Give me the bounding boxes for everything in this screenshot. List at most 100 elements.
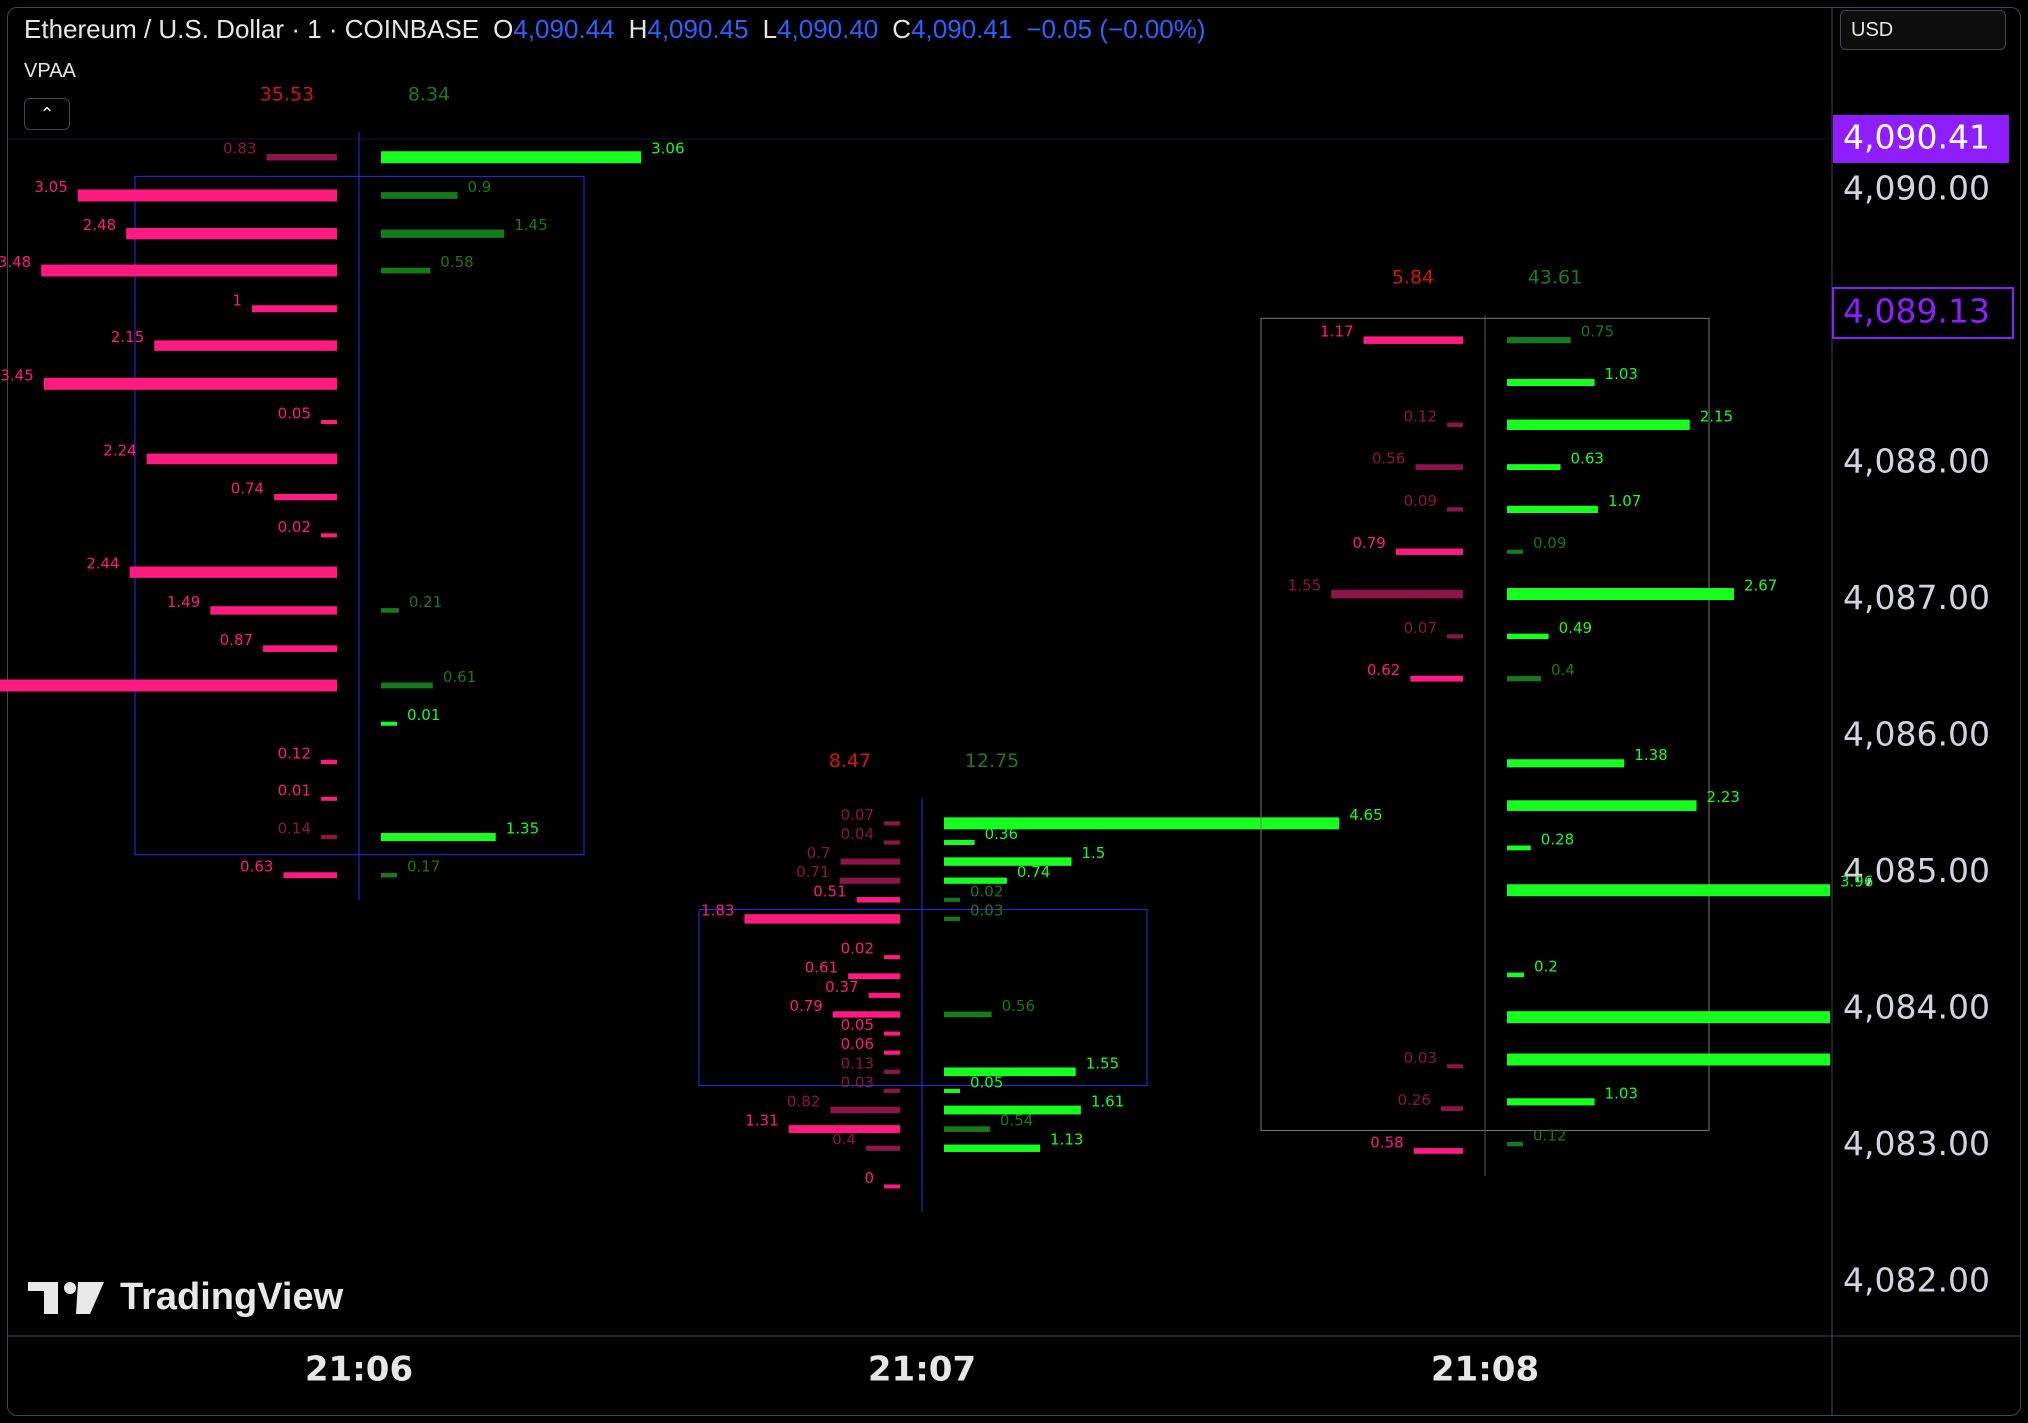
sell-volume-bar: [43, 377, 337, 390]
buy-volume-label: 0.74: [1017, 863, 1050, 881]
sell-volume-label: 0.7: [807, 844, 831, 862]
buy-volume-label: 0.58: [440, 253, 473, 271]
sell-volume-label: 0.13: [841, 1054, 874, 1072]
sell-total-label: 35.53: [260, 84, 314, 106]
symbol-title[interactable]: Ethereum / U.S. Dollar · 1 · COINBASE: [24, 14, 480, 44]
buy-volume-label: 0.17: [407, 858, 440, 876]
buy-volume-label: 2.15: [1700, 407, 1733, 425]
sell-volume-label: 0.03: [841, 1073, 874, 1091]
sell-volume-label: 3.45: [0, 366, 33, 384]
sell-volume-label: 0.61: [805, 959, 838, 977]
buy-volume-bar: [1507, 1141, 1523, 1147]
price-tick-label: 4,084.00: [1843, 988, 1990, 1027]
buy-volume-bar: [381, 721, 397, 726]
buy-volume-label: 1.5: [1082, 844, 1106, 862]
collapse-button[interactable]: ⌃: [24, 98, 70, 130]
price-tick-label: 4,088.00: [1843, 442, 1990, 481]
buy-volume-bar: [944, 877, 1007, 884]
sell-volume-label: 3.05: [34, 178, 67, 196]
buy-volume-bar: [1507, 1098, 1595, 1106]
currency-button[interactable]: USD: [1840, 10, 2006, 50]
change-value: −0.05 (−0.00%): [1026, 14, 1206, 44]
sell-volume-label: 0.51: [813, 882, 846, 900]
buy-volume-bar: [1507, 884, 1830, 897]
sell-total-label: 5.84: [1392, 267, 1434, 289]
price-tick-label: 4,083.00: [1843, 1124, 1990, 1163]
sell-volume-bar: [848, 973, 900, 980]
sell-volume-bar: [1447, 1064, 1463, 1069]
buy-volume-label: 0.05: [970, 1073, 1003, 1091]
buy-volume-bar: [1507, 419, 1690, 431]
sell-volume-bar: [840, 858, 900, 865]
sell-volume-bar: [884, 840, 900, 845]
sell-volume-label: 0.06: [841, 1035, 874, 1053]
sell-volume-label: 0.71: [796, 863, 829, 881]
sell-volume-label: 0.83: [223, 140, 256, 158]
sell-volume-label: 0.07: [841, 806, 874, 824]
marker-price-box: [1832, 287, 2014, 339]
sell-volume-bar: [321, 796, 337, 801]
buy-volume-bar: [944, 857, 1072, 866]
buy-volume-bar: [381, 832, 496, 842]
sell-volume-bar: [1447, 634, 1463, 639]
sell-volume-label: 1.55: [1288, 577, 1321, 595]
buy-volume-bar: [1507, 337, 1571, 344]
buy-volume-label: 0.63: [1571, 450, 1604, 468]
low-label: L: [762, 14, 778, 44]
buy-volume-bar: [1507, 588, 1734, 601]
sell-total-label: 8.47: [829, 750, 871, 772]
sell-volume-label: 0.26: [1397, 1091, 1430, 1109]
open-value: 4,090.44: [513, 14, 615, 44]
sell-volume-bar: [321, 834, 337, 840]
buy-volume-bar: [381, 872, 397, 878]
buy-volume-bar: [1507, 1053, 1830, 1066]
buy-volume-label: 4.65: [1349, 806, 1382, 824]
sell-volume-bar: [321, 419, 337, 425]
buy-volume-label: 0.75: [1581, 323, 1614, 341]
close-label: C: [892, 14, 912, 44]
buy-volume-label: 0.61: [443, 668, 476, 686]
sell-volume-label: 0.12: [1404, 407, 1437, 425]
indicator-name[interactable]: VPAA: [24, 60, 76, 82]
sell-volume-bar: [321, 533, 337, 538]
last-price-badge: [1833, 115, 2009, 163]
sell-volume-label: 2.44: [86, 555, 119, 573]
buy-volume-bar: [944, 897, 960, 902]
buy-volume-label: 0.54: [1000, 1112, 1033, 1130]
close-value: 4,090.41: [911, 14, 1013, 44]
sell-volume-bar: [1413, 1148, 1463, 1154]
sell-volume-bar: [274, 494, 337, 501]
sell-volume-bar: [832, 1011, 900, 1018]
sell-volume-bar: [1447, 422, 1463, 427]
buy-volume-label: 0.36: [985, 825, 1018, 843]
sell-volume-label: 0.4: [832, 1131, 856, 1149]
sell-volume-label: 2.24: [103, 441, 136, 459]
buy-volume-bar: [1507, 800, 1697, 811]
buy-volume-bar: [1507, 633, 1549, 640]
sell-volume-bar: [884, 1031, 900, 1036]
buy-volume-bar: [381, 682, 433, 689]
sell-volume-bar: [154, 340, 337, 351]
buy-volume-bar: [944, 1126, 990, 1132]
sell-volume-bar: [866, 1145, 900, 1151]
sell-volume-bar: [1395, 548, 1463, 555]
sell-volume-label: 0.04: [841, 825, 874, 843]
sell-volume-bar: [146, 453, 337, 465]
buy-volume-bar: [1507, 676, 1541, 682]
sell-volume-bar: [884, 1088, 900, 1093]
sell-volume-bar: [263, 645, 337, 652]
buy-volume-bar: [381, 267, 431, 274]
buy-volume-bar: [944, 1088, 960, 1093]
sell-volume-label: 0.01: [278, 781, 311, 799]
tradingview-watermark[interactable]: TradingView: [28, 1276, 343, 1319]
time-tick-label: 21:08: [1431, 1350, 1539, 1390]
sell-volume-label: 0.03: [1404, 1049, 1437, 1067]
sell-volume-label: 0.79: [1352, 534, 1385, 552]
time-tick-label: 21:06: [305, 1350, 413, 1390]
sell-volume-label: 0.87: [220, 631, 253, 649]
buy-volume-bar: [944, 1105, 1081, 1115]
buy-volume-label: 1.61: [1091, 1093, 1124, 1111]
tradingview-logo-icon: [28, 1281, 104, 1314]
sell-volume-bar: [830, 1106, 900, 1114]
